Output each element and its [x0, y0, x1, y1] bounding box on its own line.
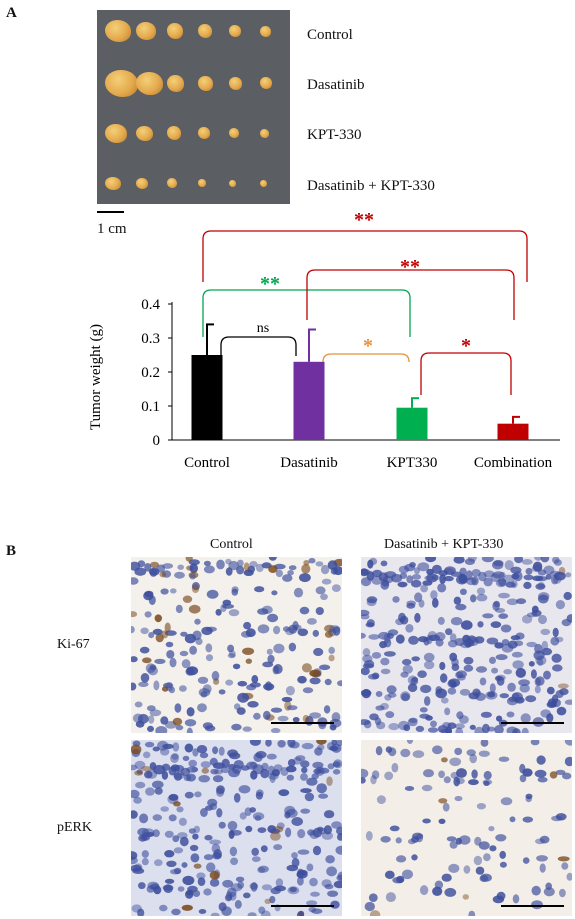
tumor-specimen [105, 176, 121, 190]
category-label: Control [184, 455, 230, 471]
bar-control [191, 355, 223, 440]
micrograph-image [131, 557, 342, 733]
photo-scale-bar [97, 211, 124, 213]
micrograph-scale-bar [271, 905, 334, 907]
significance-label: ** [400, 256, 420, 278]
y-tick-label: 0.4 [141, 297, 160, 313]
significance-bracket [220, 336, 297, 356]
tumor-specimen [167, 74, 184, 92]
significance-bracket [306, 269, 515, 320]
tumor-specimen [136, 125, 153, 141]
tumor-specimen [105, 69, 138, 97]
panel-letter-a: A [6, 5, 17, 21]
micro-row-label-ki67: Ki-67 [57, 637, 90, 652]
significance-label: * [363, 335, 373, 357]
tumor-weight-bar-chart: 0 0.1 0.2 0.3 0.4 Tumor weight (g) Control Dasa… [88, 209, 560, 471]
photo-row-label-dasatinib: Dasatinib [307, 77, 365, 93]
micrograph-perk-control [131, 740, 342, 916]
photo-row-label-control: Control [307, 27, 353, 43]
tumor-specimen [229, 179, 236, 187]
panel-letter-b: B [6, 543, 17, 559]
tumor-specimen [198, 127, 210, 139]
tumor-specimen [260, 77, 272, 89]
photo-row-label-combination: Dasatinib + KPT-330 [307, 178, 435, 194]
tumor-specimen [198, 75, 213, 91]
y-axis-title: Tumor weight (g) [88, 324, 104, 430]
category-label: Combination [474, 455, 553, 471]
tumor-specimen [167, 23, 183, 39]
y-tick-label: 0.1 [141, 399, 160, 415]
micrograph-scale-bar [271, 722, 334, 724]
micro-col-label-combination: Dasatinib + KPT-330 [384, 537, 504, 552]
micrograph-ki67-combination [361, 557, 572, 733]
tumor-specimen [260, 179, 267, 187]
bar-kpt330 [396, 407, 428, 440]
category-label: KPT330 [387, 455, 438, 471]
y-tick-label: 0.3 [141, 331, 160, 347]
bar-dasatinib [293, 361, 325, 440]
tumor-specimen [229, 76, 242, 90]
tumor-specimen [260, 25, 271, 37]
micrograph-scale-bar [501, 722, 564, 724]
tumor-specimen [260, 128, 269, 138]
significance-bracket [420, 352, 512, 395]
micrograph-perk-combination [361, 740, 572, 916]
micro-col-label-control: Control [210, 537, 253, 552]
y-tick-label: 0 [153, 433, 161, 449]
y-tick-label: 0.2 [141, 365, 160, 381]
significance-label: ** [354, 209, 374, 231]
significance-label: * [461, 335, 471, 357]
tumor-photograph [97, 10, 290, 204]
significance-label: ** [260, 273, 280, 295]
category-label: Dasatinib [280, 455, 338, 471]
tumor-specimen [167, 126, 181, 140]
micrograph-image [131, 740, 342, 916]
photo-scale-label: 1 cm [97, 221, 127, 237]
tumor-specimen [136, 71, 163, 95]
significance-bracket [322, 353, 410, 363]
tumor-specimen [198, 24, 212, 38]
tumor-specimen [198, 179, 206, 187]
significance-bracket [202, 230, 528, 282]
tumor-specimen [105, 123, 127, 143]
micrograph-scale-bar [501, 905, 564, 907]
micrograph-ki67-control [131, 557, 342, 733]
tumor-specimen [136, 22, 156, 40]
micrograph-image [361, 740, 572, 916]
bar-combination [497, 423, 529, 440]
tumor-specimen [167, 178, 177, 188]
micro-row-label-perk: pERK [57, 820, 92, 835]
tumor-specimen [105, 20, 131, 42]
significance-label: ns [257, 321, 269, 336]
photo-row-label-kpt330: KPT-330 [307, 127, 362, 143]
micrograph-image [361, 557, 572, 733]
tumor-specimen [229, 128, 239, 138]
tumor-specimen [229, 25, 241, 37]
tumor-specimen [136, 177, 148, 189]
